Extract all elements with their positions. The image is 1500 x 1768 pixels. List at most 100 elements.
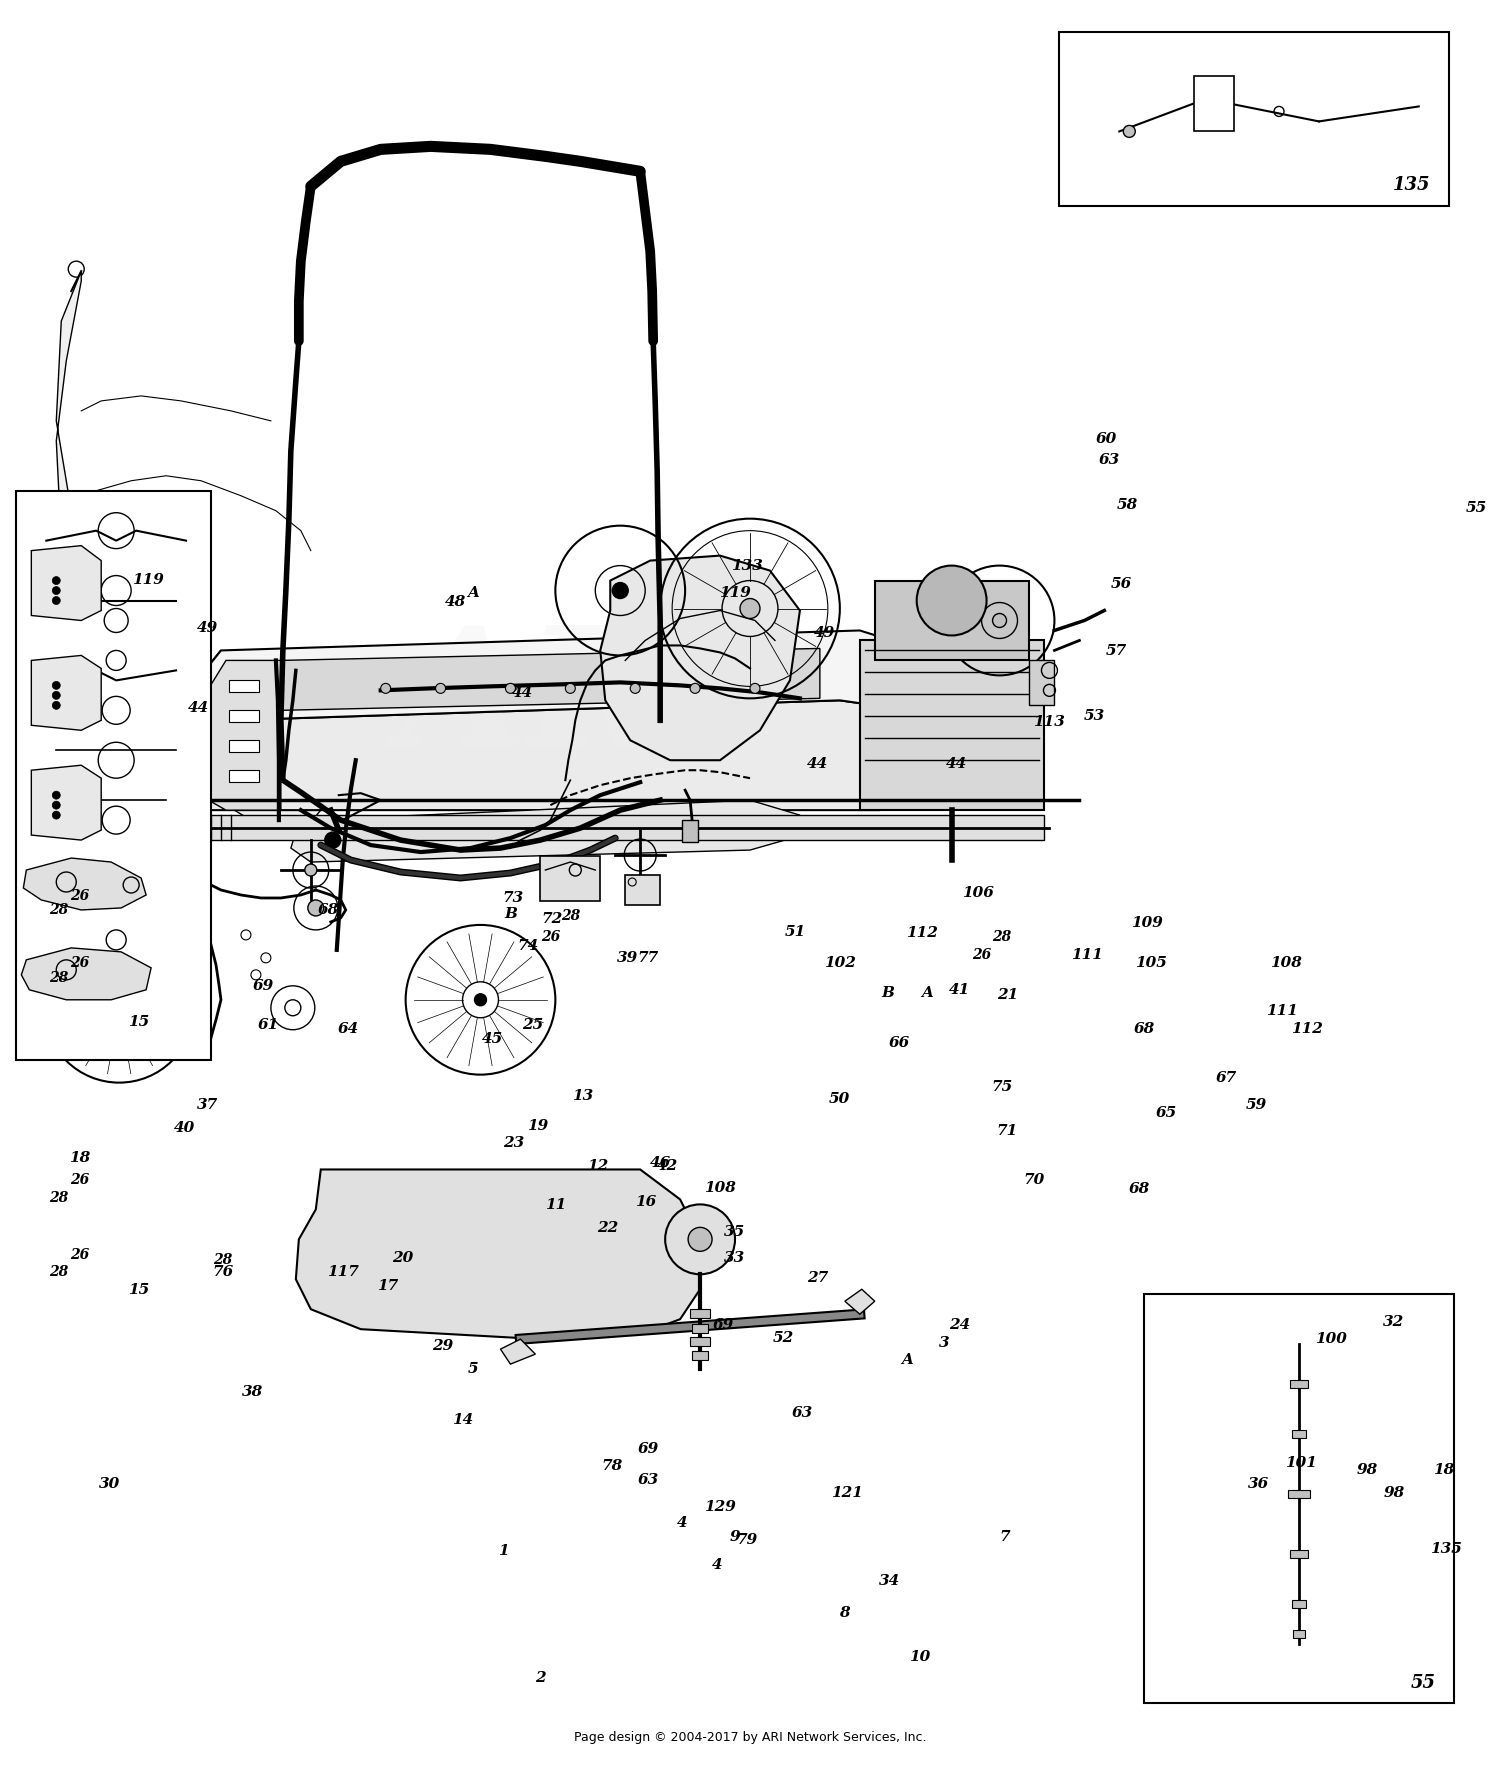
Text: 23: 23 [503,1137,524,1151]
Text: 44: 44 [189,700,210,714]
Text: 71: 71 [998,1124,1018,1139]
Circle shape [435,684,445,693]
Bar [1029,661,1054,705]
Text: 2: 2 [536,1671,546,1685]
Text: 5: 5 [468,1363,478,1376]
Text: 24: 24 [950,1319,970,1331]
Text: 21: 21 [998,988,1018,1002]
Circle shape [381,684,390,693]
Text: 4: 4 [711,1558,723,1572]
Text: 68: 68 [316,903,339,918]
Text: 77: 77 [638,951,658,965]
Text: 28: 28 [48,1192,68,1206]
Text: 108: 108 [1270,956,1302,971]
Bar [690,1337,709,1345]
Circle shape [1124,126,1136,138]
Text: 101: 101 [1286,1455,1317,1469]
Text: 11: 11 [544,1199,566,1213]
Text: 41: 41 [950,983,970,997]
Text: 135: 135 [1394,177,1431,194]
Text: 7: 7 [999,1529,1010,1543]
Text: 109: 109 [1131,916,1162,930]
Text: 18: 18 [69,1151,90,1165]
Bar [230,681,260,693]
Circle shape [688,1227,712,1252]
Text: 119: 119 [132,573,164,587]
Bar [196,815,1044,840]
Text: 112: 112 [1292,1022,1323,1036]
Text: 13: 13 [572,1089,592,1103]
Bar [1059,32,1449,207]
Text: 26: 26 [69,1248,88,1262]
Text: 112: 112 [906,926,938,941]
Text: A: A [466,585,478,599]
Text: 60: 60 [1095,433,1118,446]
Bar [230,741,260,751]
Text: 15: 15 [129,1284,150,1298]
Polygon shape [280,649,821,711]
Text: 37: 37 [198,1098,219,1112]
Circle shape [506,684,516,693]
Polygon shape [21,948,152,999]
Text: 98: 98 [1356,1462,1377,1476]
Text: 129: 129 [704,1499,736,1513]
Circle shape [612,583,628,599]
Text: 42: 42 [657,1160,678,1174]
Text: 65: 65 [1155,1107,1178,1121]
Bar [1144,1294,1454,1704]
Text: 108: 108 [704,1181,736,1195]
Bar [1290,1551,1308,1558]
Circle shape [630,684,640,693]
Text: 69: 69 [254,979,274,994]
Text: 111: 111 [1071,948,1102,962]
Text: 119: 119 [718,585,752,599]
Polygon shape [176,651,1020,810]
Text: 69: 69 [638,1441,658,1455]
Text: 76: 76 [213,1266,234,1280]
Text: 61: 61 [258,1018,279,1033]
Text: A: A [921,987,933,1001]
Text: 34: 34 [879,1574,900,1588]
Text: 66: 66 [890,1036,910,1050]
Circle shape [53,681,60,690]
Text: 58: 58 [1116,497,1138,511]
Text: 113: 113 [1034,714,1065,728]
Text: 26: 26 [69,956,88,971]
Circle shape [916,566,987,635]
Text: B: B [882,987,894,1001]
Text: 28: 28 [992,930,1011,944]
Circle shape [308,900,324,916]
Bar [1194,76,1234,131]
Text: 9: 9 [729,1529,741,1543]
Text: 135: 135 [1431,1542,1462,1556]
Text: A: A [902,1354,914,1367]
Text: 22: 22 [597,1222,618,1236]
Text: 59: 59 [1245,1098,1266,1112]
Circle shape [750,684,760,693]
Polygon shape [844,1289,874,1314]
Text: 25: 25 [522,1018,543,1033]
Text: 68: 68 [1132,1022,1155,1036]
Text: 75: 75 [992,1080,1012,1094]
Text: 121: 121 [831,1485,864,1499]
Text: 53: 53 [1083,709,1106,723]
Text: 29: 29 [432,1340,453,1353]
Text: 74: 74 [518,939,538,953]
Text: 69: 69 [712,1319,734,1331]
Bar [859,640,1044,810]
Text: 16: 16 [634,1195,656,1209]
Text: 52: 52 [772,1331,794,1344]
Text: 56: 56 [1110,576,1132,591]
Text: 106: 106 [962,886,993,900]
Polygon shape [46,271,321,870]
Circle shape [53,790,60,799]
Text: 102: 102 [824,956,856,971]
Text: 55: 55 [1466,500,1486,514]
Text: 26: 26 [69,1174,88,1188]
Bar [230,711,260,723]
Text: 44: 44 [512,686,532,700]
Text: 67: 67 [1215,1071,1236,1086]
Polygon shape [291,801,800,863]
Text: 46: 46 [650,1156,670,1170]
Circle shape [326,833,340,849]
